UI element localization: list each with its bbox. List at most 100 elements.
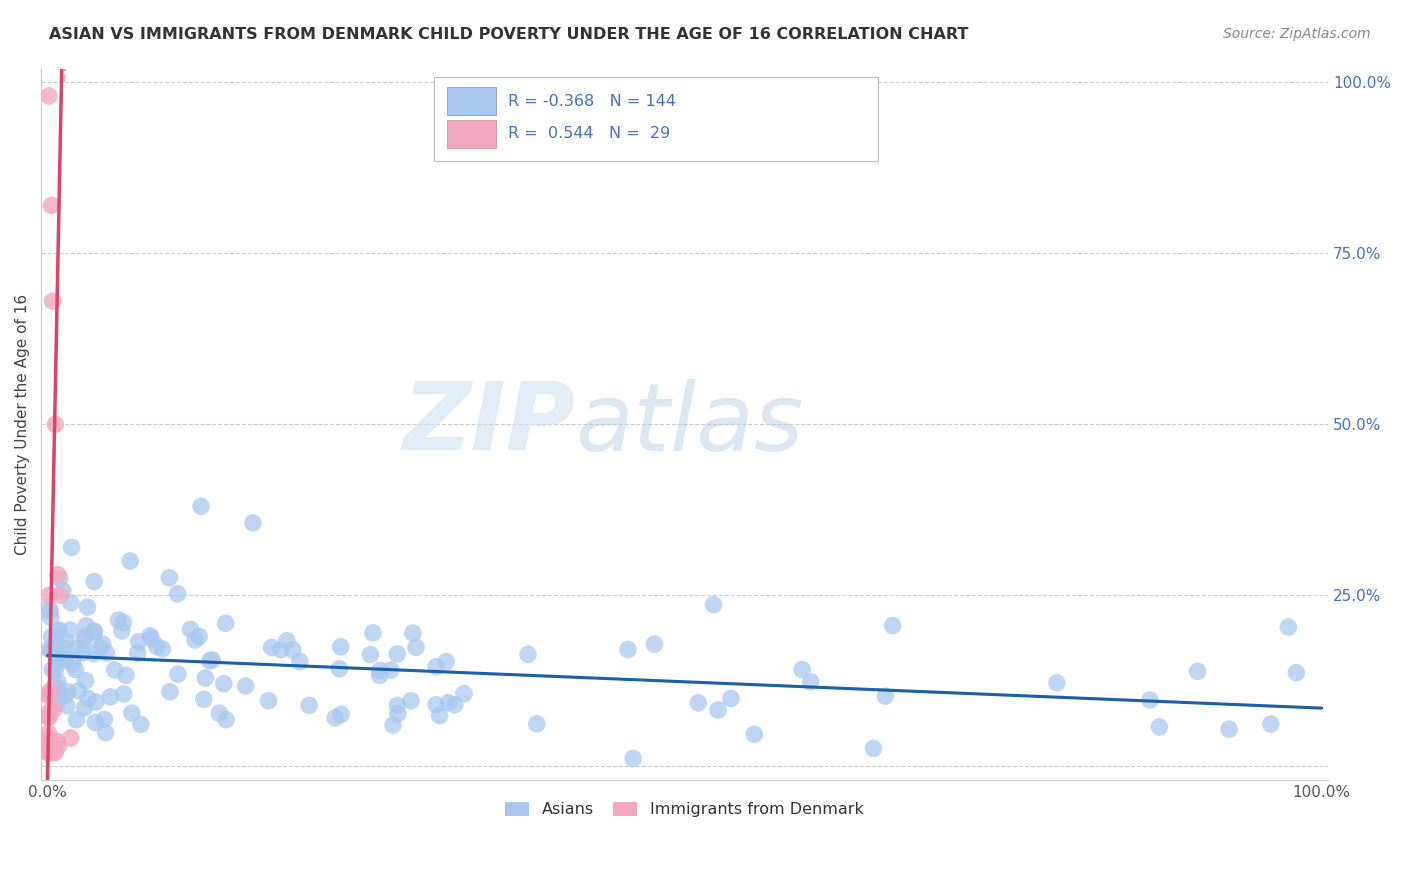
Point (53, 653, 76, 667)
Point (52, 640, 75, 655)
Point (1149, 720, 1171, 734)
Point (41, 198, 63, 212)
Point (46, 624, 69, 638)
Point (380, 663, 402, 677)
Point (83, 625, 105, 640)
Point (139, 629, 162, 643)
Point (517, 648, 540, 662)
Text: Source: ZipAtlas.com: Source: ZipAtlas.com (1223, 27, 1371, 41)
Point (387, 698, 409, 713)
Point (242, 516, 264, 530)
Point (208, 706, 231, 721)
Point (52, 583, 75, 598)
Point (526, 716, 548, 731)
Point (862, 741, 884, 756)
Point (720, 691, 742, 706)
Point (180, 623, 202, 637)
Point (368, 664, 391, 678)
Point (281, 643, 304, 657)
Point (53, 689, 76, 703)
Point (38, 733, 60, 747)
Point (82, 647, 104, 661)
Point (688, 696, 710, 710)
Point (617, 642, 640, 657)
Point (39, 604, 62, 618)
Point (38, 642, 60, 657)
Point (742, 727, 765, 741)
Point (792, 663, 814, 677)
Point (1187, 665, 1209, 679)
Point (1285, 665, 1308, 680)
Point (288, 655, 311, 669)
Point (184, 632, 207, 647)
Point (215, 713, 238, 727)
Point (399, 694, 422, 708)
Point (38, 735, 60, 749)
Point (59, 731, 82, 745)
Point (128, 634, 150, 648)
Point (702, 598, 724, 612)
Point (875, 689, 897, 703)
Point (121, 706, 143, 720)
Point (38, 746, 60, 760)
Point (46, 647, 69, 661)
Point (437, 696, 460, 710)
Point (39, 746, 62, 760)
Point (298, 698, 321, 713)
Point (643, 637, 665, 651)
Point (100, 690, 122, 704)
Point (37, 734, 59, 748)
Point (60, 541, 83, 555)
Point (167, 667, 190, 681)
Point (76, 600, 98, 615)
Point (65, 663, 87, 677)
Point (330, 707, 353, 722)
Point (75, 619, 97, 633)
Point (387, 647, 409, 661)
Point (41, 294, 63, 309)
Point (38, 88, 60, 103)
Bar (447, 87, 495, 115)
Point (46, 734, 69, 748)
Point (201, 653, 224, 667)
Point (1139, 693, 1161, 707)
Point (42, 740, 65, 755)
Point (67, 684, 90, 698)
Point (93, 712, 115, 726)
Point (66, 641, 89, 656)
Point (39, 687, 62, 701)
Point (212, 676, 235, 690)
Text: R =  0.544   N =  29: R = 0.544 N = 29 (509, 127, 671, 142)
Point (166, 587, 188, 601)
FancyBboxPatch shape (434, 77, 877, 161)
Point (46, 690, 69, 705)
Point (62, 657, 84, 671)
Point (44, 746, 66, 760)
Point (55, 634, 77, 648)
Point (44, 636, 66, 650)
Point (39, 704, 62, 718)
Point (112, 615, 135, 630)
Text: ASIAN VS IMMIGRANTS FROM DENMARK CHILD POVERTY UNDER THE AGE OF 16 CORRELATION C: ASIAN VS IMMIGRANTS FROM DENMARK CHILD P… (49, 27, 969, 42)
Point (96, 646, 118, 660)
Point (120, 554, 142, 568)
Point (359, 648, 381, 662)
Point (157, 571, 180, 585)
Point (65, 713, 87, 727)
Point (48, 623, 70, 637)
Point (188, 630, 211, 644)
Point (39, 643, 62, 657)
Point (882, 618, 904, 632)
Point (621, 751, 644, 765)
Point (425, 698, 447, 712)
Point (59, 596, 82, 610)
Point (41, 746, 63, 760)
Point (38, 710, 60, 724)
Text: R = -0.368   N = 144: R = -0.368 N = 144 (509, 94, 676, 109)
Point (72, 646, 94, 660)
Point (55, 650, 77, 665)
Point (59, 623, 82, 637)
Point (46, 675, 69, 690)
Point (382, 718, 405, 732)
Point (368, 668, 391, 682)
